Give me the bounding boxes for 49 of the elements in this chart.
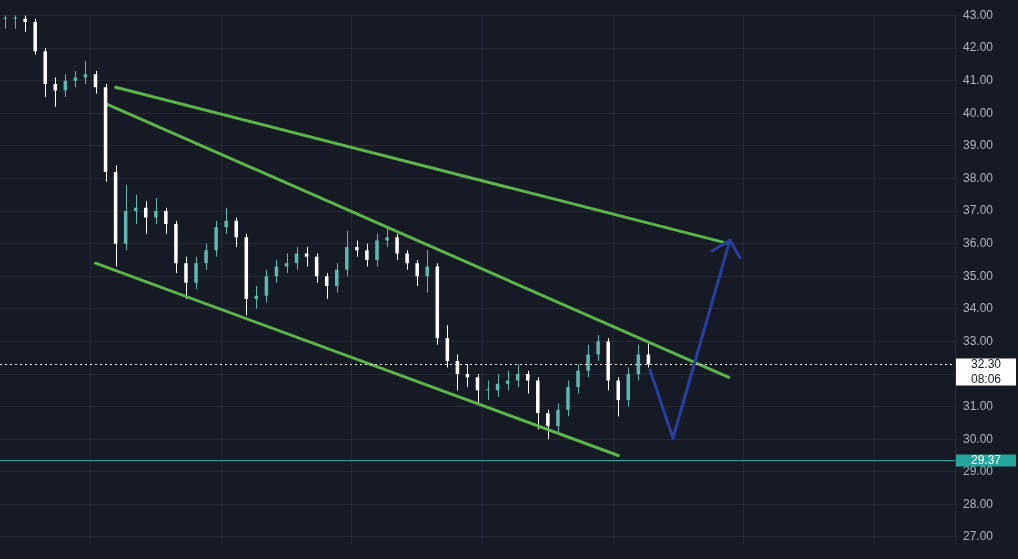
candlestick (375, 233, 379, 267)
y-tick-label: 28.00 (963, 496, 994, 511)
candlestick (304, 246, 309, 267)
candlestick (425, 249, 429, 294)
candlestick (576, 363, 580, 395)
y-tick-label: 43.00 (963, 7, 994, 22)
candlestick (556, 402, 560, 434)
y-tick-label: 38.00 (963, 170, 994, 185)
y-tick-label: 33.00 (963, 333, 994, 348)
y-tick-label: 41.00 (963, 73, 994, 88)
y-tick-label: 31.00 (963, 398, 994, 413)
candlestick (214, 220, 218, 258)
y-tick-label: 30.00 (963, 431, 994, 446)
candlestick (415, 259, 419, 287)
candlestick (194, 256, 198, 290)
y-tick-label: 29.00 (963, 464, 994, 479)
candlestick (144, 200, 148, 235)
y-tick-label: 40.00 (963, 105, 994, 120)
y-tick-label: 37.00 (963, 203, 994, 218)
candlestick (405, 249, 409, 271)
y-tick-label: 35.00 (963, 268, 994, 283)
y-tick-label: 27.00 (963, 529, 994, 544)
y-tick-label: 34.00 (963, 301, 994, 316)
candlestick (515, 363, 520, 388)
ref-line-label: 32.30 (970, 356, 1002, 371)
y-tick-label: 36.00 (963, 235, 994, 250)
y-tick-label: 39.00 (963, 138, 994, 153)
candlestick (164, 207, 168, 235)
candlestick (395, 233, 399, 261)
candlestick (3, 15, 7, 30)
candlestick (365, 243, 369, 267)
candlestick (596, 334, 600, 362)
y-tick-label: 42.00 (963, 40, 994, 55)
candlestick (224, 207, 228, 235)
candlestick (385, 226, 389, 248)
ref-line-label: 29.37 (970, 452, 1002, 467)
candlestick (204, 243, 208, 271)
candlestick (13, 15, 17, 30)
candlestick (154, 197, 158, 225)
candlestick (546, 409, 550, 440)
candlestick (616, 376, 620, 417)
candlestick (335, 262, 339, 294)
candlestick (184, 256, 188, 300)
candlestick (345, 230, 349, 277)
candlestick (234, 217, 238, 248)
candlestick (586, 344, 590, 378)
candlestick (526, 370, 530, 395)
candlestick (566, 380, 570, 417)
text: 08:06 (970, 371, 1002, 386)
